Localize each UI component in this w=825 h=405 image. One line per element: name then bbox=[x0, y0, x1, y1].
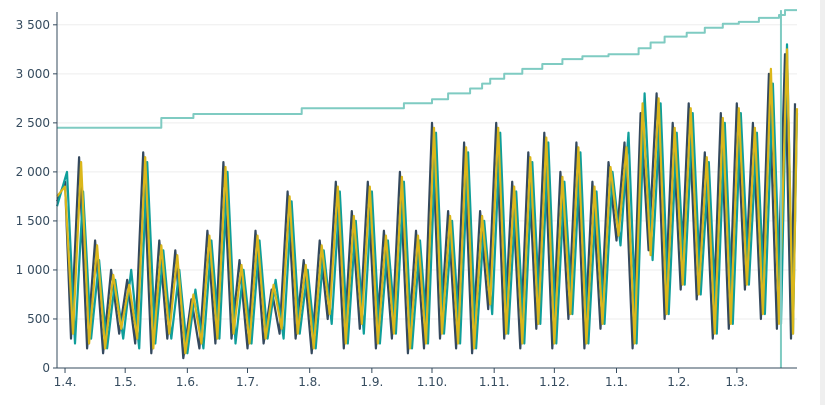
y-tick-label: 1 500 bbox=[16, 214, 50, 228]
x-tick-label: 1.3. bbox=[725, 375, 748, 389]
series-line-0 bbox=[57, 9, 797, 129]
y-tick-label: 500 bbox=[27, 312, 50, 326]
series-line-3 bbox=[56, 48, 799, 355]
x-tick-label: 1.9. bbox=[360, 375, 383, 389]
axes bbox=[56, 12, 797, 369]
series-line-2 bbox=[55, 43, 799, 355]
series-line-1 bbox=[55, 53, 797, 360]
x-tick-label: 1.4. bbox=[54, 375, 77, 389]
y-tick-labels: 0 500 1 000 1 500 2 000 2 500 3 000 3 500 bbox=[16, 18, 57, 375]
x-tick-labels: 1.4. 1.5. 1.6. 1.7. 1.8. 1.9. 1.10. 1.11. 1.12. 1… bbox=[54, 368, 748, 389]
x-tick-label: 1.11. bbox=[479, 375, 510, 389]
x-tick-label: 1.1. bbox=[605, 375, 628, 389]
x-tick-label: 1.6. bbox=[176, 375, 199, 389]
x-tick-label: 1.12. bbox=[539, 375, 570, 389]
y-tick-label: 2 500 bbox=[16, 116, 50, 130]
y-tick-label: 2 000 bbox=[16, 165, 50, 179]
x-tick-label: 1.8. bbox=[298, 375, 321, 389]
series-group bbox=[55, 9, 799, 360]
x-tick-label: 1.10. bbox=[417, 375, 448, 389]
y-tick-label: 1 000 bbox=[16, 263, 50, 277]
side-scrollbar[interactable] bbox=[820, 0, 825, 405]
y-tick-label: 3 500 bbox=[16, 18, 50, 32]
x-tick-label: 1.2. bbox=[667, 375, 690, 389]
x-tick-label: 1.5. bbox=[114, 375, 137, 389]
y-tick-label: 0 bbox=[42, 361, 50, 375]
x-tick-label: 1.7. bbox=[236, 375, 259, 389]
y-tick-label: 3 000 bbox=[16, 67, 50, 81]
